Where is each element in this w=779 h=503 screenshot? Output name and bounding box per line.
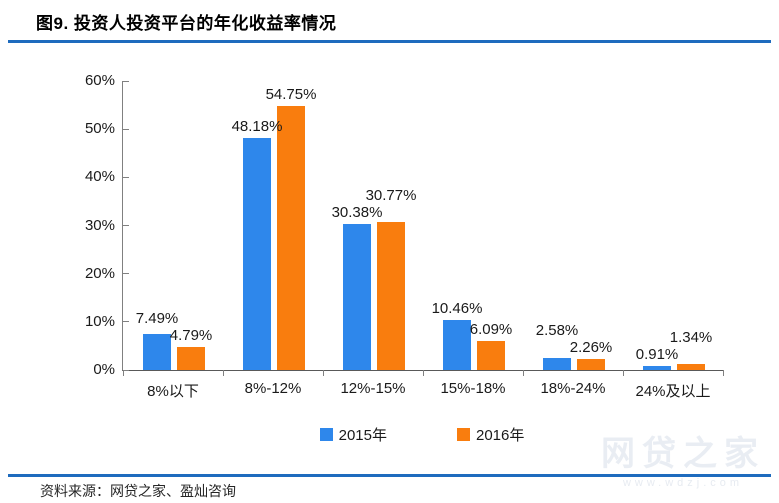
x-axis-category-label: 8%-12%: [244, 380, 302, 397]
bar-chart-plot-area: 0% 10% 20% 30% 40% 50% 60% 8%以下 8%-12% 12%-15% 15%…: [85, 72, 724, 400]
bar-2015年-15%-18%: [443, 319, 471, 370]
x-axis-category-label: 8%以下: [147, 383, 199, 400]
y-axis-tick: [123, 176, 129, 178]
x-axis-tick: [323, 370, 324, 376]
y-axis-label: 30%: [84, 216, 115, 234]
bar-2016年-24%及以上: [677, 363, 705, 370]
bottom-divider: [8, 474, 771, 477]
bar-2015年-8%以下: [143, 333, 171, 370]
x-axis-tick: [723, 370, 724, 376]
y-axis-tick: [123, 369, 129, 371]
legend-label-2016: 2016年: [476, 426, 525, 444]
value-label-2016年-12%-15%: 30.77%: [365, 186, 417, 204]
bar-2016年-8%-12%: [277, 106, 305, 370]
x-axis-tick: [123, 370, 124, 376]
y-axis-label: 0%: [93, 361, 115, 378]
bar-2015年-8%-12%: [243, 137, 271, 370]
y-axis-label: 40%: [84, 168, 115, 186]
x-axis-category-label: 12%-15%: [340, 380, 406, 397]
value-label-2015年-8%-12%: 48.18%: [231, 117, 283, 135]
bar-2015年-18%-24%: [543, 357, 571, 370]
value-label-2015年-18%-24%: 2.58%: [535, 322, 579, 340]
bar-2016年-12%-15%: [377, 221, 405, 370]
bar-2016年-8%以下: [177, 346, 205, 370]
value-label-2015年-24%及以上: 0.91%: [635, 345, 679, 363]
y-axis-label: 60%: [84, 72, 115, 89]
value-label-2016年-8%-12%: 54.75%: [265, 86, 317, 104]
y-axis-tick: [123, 321, 129, 323]
bar-2016年-18%-24%: [577, 359, 605, 370]
top-divider: [8, 40, 771, 43]
value-label-2016年-24%及以上: 1.34%: [669, 328, 713, 346]
legend-swatch-2016-icon: [457, 427, 470, 441]
y-axis-tick: [123, 273, 129, 275]
bar-2015年-12%-15%: [343, 223, 371, 370]
x-axis-tick: [223, 370, 224, 376]
chart-legend: 2015年 2016年: [122, 423, 722, 445]
legend-item-2016: 2016年: [457, 424, 524, 445]
value-label-2016年-15%-18%: 6.09%: [469, 320, 513, 338]
legend-swatch-2015-icon: [319, 427, 333, 441]
y-axis-tick: [123, 225, 129, 226]
legend-label-2015: 2015年: [338, 426, 387, 444]
source-note: 资料来源：网贷之家、盈灿咨询: [40, 483, 236, 499]
value-label-2016年-8%以下: 4.79%: [169, 326, 213, 344]
y-axis-tick: [123, 128, 129, 130]
y-axis-label: 50%: [84, 120, 115, 138]
y-axis-label: 20%: [84, 264, 115, 282]
value-label-2016年-18%-24%: 2.26%: [569, 339, 613, 357]
value-label-2015年-8%以下: 7.49%: [135, 309, 179, 327]
y-axis-label: 10%: [84, 312, 115, 330]
x-axis-tick: [523, 370, 524, 376]
x-axis-tick: [623, 370, 624, 376]
value-label-2015年-15%-18%: 10.46%: [431, 299, 483, 317]
x-axis-category-label: 24%及以上: [635, 383, 711, 400]
value-label-2015年-12%-15%: 30.38%: [331, 203, 383, 221]
legend-item-2015: 2015年: [319, 424, 387, 445]
figure-title: 图9. 投资人投资平台的年化收益率情况: [36, 14, 337, 33]
bar-2015年-24%及以上: [643, 365, 671, 370]
x-axis-category-label: 15%-18%: [440, 380, 506, 397]
bar-2016年-15%-18%: [477, 340, 505, 370]
y-axis-tick: [123, 80, 129, 82]
x-axis-tick: [423, 370, 424, 376]
watermark-url: www.wdzj.com: [622, 477, 744, 489]
x-axis-category-label: 18%-24%: [540, 380, 606, 397]
